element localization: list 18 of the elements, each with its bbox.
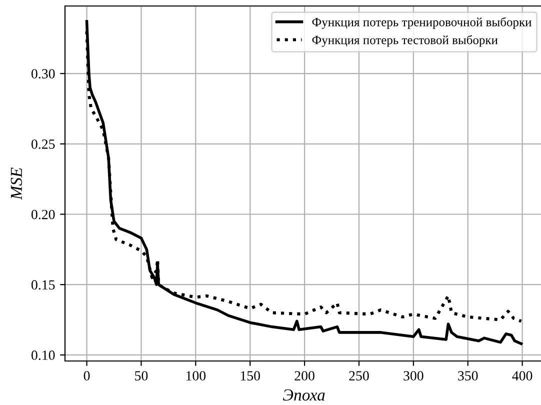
y-tick-label: 0.20	[32, 210, 55, 220]
y-tick-label: 0.30	[32, 69, 55, 79]
y-tick-label: 0.15	[32, 280, 55, 290]
x-tick-label: 250	[349, 371, 369, 380]
x-tick-label: 100	[186, 371, 206, 380]
x-tick-label: 350	[458, 371, 478, 380]
y-axis-title: MSE	[10, 168, 22, 200]
y-tick-label: 0.10	[32, 350, 55, 360]
x-tick-label: 150	[240, 371, 260, 380]
x-tick-label: 400	[512, 371, 532, 380]
x-tick-label: 200	[294, 371, 314, 380]
legend-label: Функция потерь тренировочной выборки	[312, 17, 532, 29]
y-tick-label: 0.25	[32, 139, 55, 149]
x-axis-title: Эпоха	[283, 389, 325, 401]
x-tick-label: 300	[404, 371, 424, 380]
x-tick-label: 50	[135, 371, 148, 380]
x-tick-label: 0	[84, 371, 90, 380]
legend-label: Функция потерь тестовой выборки	[312, 35, 498, 47]
